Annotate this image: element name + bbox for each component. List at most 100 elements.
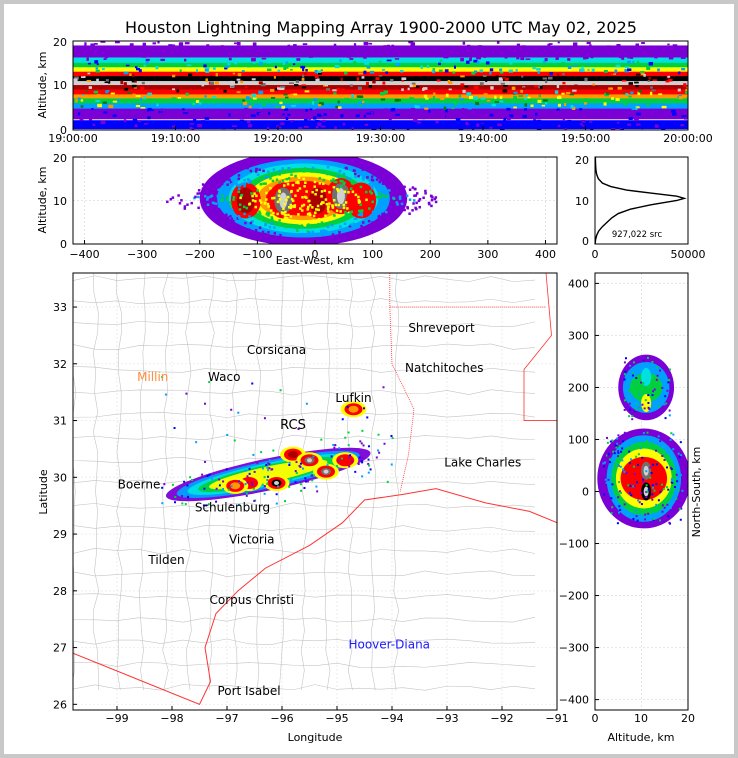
time-height-speckle [134,80,137,83]
time-height-speckle [221,102,225,106]
ew-speckle [298,187,302,190]
time-height-speckle [587,68,590,71]
plan-speckle [360,442,363,445]
time-height-speckle [643,73,646,77]
ew-speckle [225,213,228,217]
ew-speckle [350,182,354,185]
ew-speckle [251,194,254,198]
ew-speckle [375,185,378,189]
time-height-speckle [297,53,302,56]
plan-speckle [315,485,318,488]
time-height-speckle [633,121,637,125]
ew-speckle [298,232,302,236]
time-height-speckle [396,101,402,104]
ew-speckle [308,212,311,215]
time-height-speckle [366,48,372,53]
time-height-speckle [614,69,618,73]
plan-speckle [358,456,361,459]
ew-ytick: 20 [53,152,67,165]
ew-speckle [232,195,236,199]
ew-speckle [331,230,334,234]
time-height-speckle [460,50,465,54]
ns-speckle [616,437,619,440]
time-height-speckle [333,43,337,47]
ew-speckle [255,214,259,218]
ns-speckle [652,512,655,515]
ew-speckle [317,217,321,221]
time-height-speckle [649,91,653,96]
time-height-speckle [225,53,229,57]
time-height-speckle [637,49,641,52]
ew-speckle [183,207,187,210]
time-height-speckle [205,78,208,82]
ew-speckle [349,211,352,214]
ns-speckle [620,450,623,453]
ns-speckle [668,521,671,524]
ns-speckle [651,498,654,501]
time-height-speckle [313,98,318,102]
time-height-speckle [112,114,117,117]
city-label-lake-charles: Lake Charles [444,456,521,470]
ns-speckle [655,483,658,486]
time-height-speckle [336,112,341,116]
ns-speckle [668,409,671,412]
time-height-speckle [191,128,195,130]
ns-speckle [669,368,672,371]
time-height-speckle [141,110,146,113]
time-height-speckle [261,48,265,52]
ew-speckle [313,180,317,184]
time-height-speckle [347,55,352,58]
plan-speckle [299,483,302,486]
ns-speckle [657,435,660,438]
ew-speckle [270,209,273,212]
ew-speckle [375,211,378,214]
plan-speckle [174,501,177,504]
time-height-speckle [184,42,190,45]
time-height-speckle [382,60,386,62]
time-height-speckle [244,107,248,112]
time-height-speckle [407,87,410,91]
time-height-speckle [502,119,506,123]
time-height-speckle [338,48,343,52]
ew-xtick: 0 [312,248,319,261]
ew-ytick: 0 [60,238,67,251]
time-height-speckle [466,60,470,64]
ns-speckle [681,489,684,492]
county-line [73,684,536,691]
ew-speckle [376,172,379,175]
time-height-speckle [460,57,464,62]
hist-xtick: 0 [592,248,599,261]
time-height-speckle [385,52,389,56]
ew-speckle [382,212,386,216]
plan-speckle [391,437,394,440]
ew-speckle [183,205,187,208]
plan-speckle [277,485,280,488]
time-height-layer-3 [73,67,688,73]
plan-speckle [279,389,282,392]
time-height-speckle [248,105,252,109]
plan-speckle [329,458,332,461]
time-height-speckle [319,102,325,106]
time-height-speckle [123,82,127,86]
ns-ytick: 200 [568,381,589,394]
ns-speckle [631,374,634,377]
time-height-speckle [598,45,603,49]
ew-speckle [266,175,269,179]
time-height-speckle [611,73,616,76]
time-height-speckle [681,115,687,118]
time-height-speckle [425,97,429,100]
time-height-speckle [347,45,352,49]
ns-speckle [621,459,624,462]
time-height-speckle [521,75,524,78]
time-height-speckle [92,123,96,126]
time-height-speckle [108,104,114,109]
ns-speckle [638,501,641,504]
county-line [139,273,146,691]
time-height-speckle [509,114,514,118]
ns-speckle [664,397,667,400]
plan-speckle [184,503,187,506]
plan-speckle [180,495,183,498]
ew-speckle [237,215,241,218]
plan-speckle [245,494,248,497]
ew-speckle [320,190,324,193]
